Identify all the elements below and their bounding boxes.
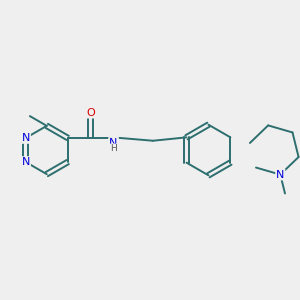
Text: O: O xyxy=(86,108,94,118)
Text: N: N xyxy=(276,169,284,180)
Text: N: N xyxy=(22,133,30,143)
Text: H: H xyxy=(110,144,117,153)
Text: N: N xyxy=(109,138,117,148)
Text: N: N xyxy=(22,157,30,167)
